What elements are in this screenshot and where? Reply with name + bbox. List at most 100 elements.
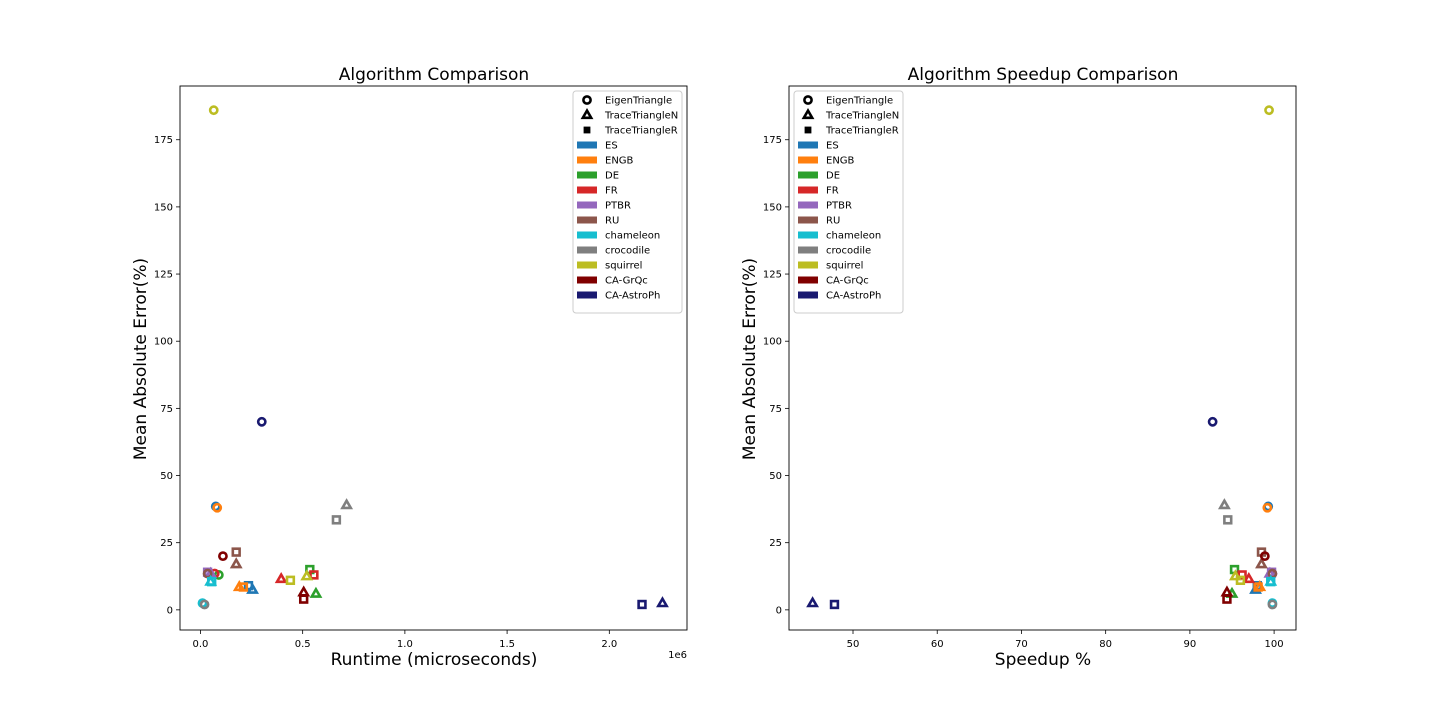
data-point [1237,570,1247,580]
x-tick-label: 90 [1184,639,1197,650]
legend-marker-triangle [580,107,594,120]
data-point [1267,599,1278,610]
plot-frame [788,85,1297,631]
chart-title: Algorithm Speedup Comparison [908,65,1179,85]
legend-swatch [577,261,597,269]
legend-label: FR [826,186,839,197]
legend-swatch [798,246,818,254]
legend-swatch [577,171,597,179]
chart-title: Algorithm Comparison [339,65,529,85]
data-point [298,594,309,604]
x-tick-label: 1.5 [499,639,515,650]
data-point [218,551,228,562]
legend-label: TraceTriangleR [825,126,899,137]
data-point [208,105,219,116]
data-point [806,596,820,608]
y-tick-label: 100 [763,337,782,348]
data-point [1262,502,1273,513]
y-tick-label: 0 [167,605,173,616]
legend-label: ENGB [605,156,634,167]
data-point [300,569,314,581]
data-points [806,105,1278,610]
y-tick-label: 50 [769,471,782,482]
x-tick-label: 60 [931,639,944,650]
legend-label: squirrel [826,261,863,272]
y-tick-label: 25 [160,538,173,549]
data-point [232,580,246,592]
data-point [309,570,319,580]
chart-algorithm-comparison: Algorithm Comparison Runtime (microsecon… [131,65,688,670]
legend-swatch [577,291,597,299]
data-point [229,557,243,569]
legend: EigenTriangle TraceTriangleN TraceTriangle… [572,90,683,314]
y-tick-label: 150 [154,202,173,213]
data-points [197,105,669,610]
legend-label: DE [826,171,840,182]
y-tick-label: 0 [776,605,782,616]
legend-label: CA-GrQc [826,276,869,287]
legend-label: CA-AstroPh [826,291,881,302]
x-axis-multiplier: 1e6 [668,650,687,661]
data-point [1259,551,1270,562]
data-point [1264,105,1274,116]
legend-label: ES [826,141,839,152]
y-tick-label: 175 [763,135,782,146]
legend-label: CA-GrQc [605,276,648,287]
y-tick-label: 100 [154,337,173,348]
x-tick-label: 70 [1015,639,1028,650]
legend-label: TraceTriangleN [604,111,678,122]
x-tick-label: 80 [1099,639,1112,650]
data-point [1253,580,1267,592]
legend-swatch [798,216,818,224]
legend-label: DE [605,171,619,182]
data-point [1220,585,1234,597]
legend-swatch [798,291,818,299]
legend-label: FR [605,186,618,197]
data-point [1242,571,1256,584]
data-point [285,575,296,586]
data-point [309,586,323,598]
data-point [204,574,218,586]
legend-label: ES [605,141,618,152]
y-tick-label: 75 [160,404,173,415]
x-tick-label: 100 [1265,639,1284,650]
legend-swatch [798,201,818,209]
legend-label: PTBR [605,201,631,212]
legend-marker-circle [582,95,592,105]
data-point [331,515,342,525]
x-axis-label: Speedup % [995,650,1091,670]
x-tick-label: 0.0 [192,639,208,650]
y-axis-label: Mean Absolute Error(%) [740,258,760,460]
data-point [1207,416,1218,427]
legend-swatch [577,216,597,224]
data-point [656,596,669,608]
data-point [1217,498,1231,510]
x-tick-label: 50 [847,639,860,650]
legend-box [572,90,683,314]
legend-label: EigenTriangle [605,96,672,107]
legend-label: PTBR [826,201,852,212]
y-tick-label: 25 [769,538,782,549]
legend-box [793,90,904,314]
data-point [297,585,311,597]
data-point [199,599,210,610]
legend-label: chameleon [826,231,881,242]
data-point [1223,515,1233,525]
y-axis-label: Mean Absolute Error(%) [131,258,151,460]
legend-label: EigenTriangle [826,96,893,107]
legend-label: TraceTriangleN [825,111,899,122]
legend-swatch [577,201,597,209]
x-axis-label: Runtime (microseconds) [331,650,538,670]
legend-swatch [577,276,597,284]
legend-swatch [798,276,818,284]
legend-swatch [577,246,597,254]
legend-swatch [798,186,818,194]
data-point [829,599,840,610]
legend-swatch [798,261,818,269]
legend-label: squirrel [605,261,642,272]
x-tick-label: 2.0 [601,639,617,650]
legend-marker-circle [803,95,813,105]
y-tick-label: 150 [763,202,782,213]
